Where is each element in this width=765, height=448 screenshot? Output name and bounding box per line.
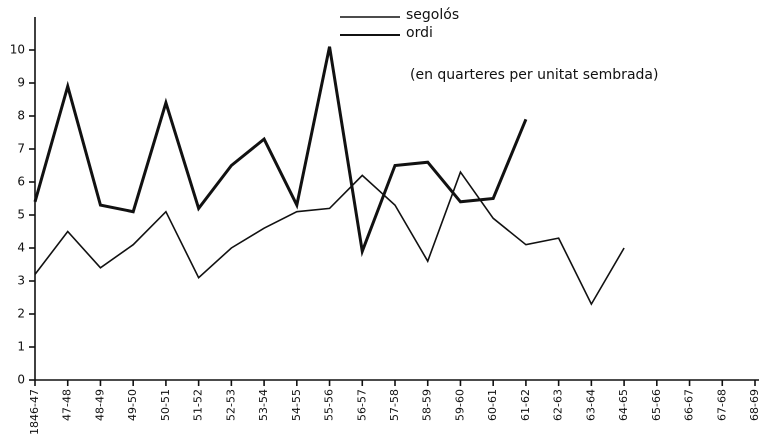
x-tick-label: 66-67 — [683, 389, 696, 421]
y-tick-label: 5 — [17, 208, 25, 222]
x-tick-label: 65-66 — [650, 389, 663, 421]
annotation: (en quarteres per unitat sembrada) — [410, 67, 658, 83]
x-tick-label: 60-61 — [486, 389, 499, 421]
y-tick-label: 6 — [17, 175, 25, 189]
y-tick-label: 0 — [17, 373, 25, 387]
y-tick-label: 8 — [17, 109, 25, 123]
x-tick-label: 61-62 — [519, 389, 532, 421]
x-tick-label: 47-48 — [61, 389, 74, 421]
x-tick-label: 54-55 — [290, 389, 303, 421]
x-tick-label: 62-63 — [552, 389, 565, 421]
series-line — [34, 170, 625, 306]
y-tick-label: 3 — [17, 274, 25, 288]
x-tick-label: 57-58 — [388, 389, 401, 421]
x-tick-label: 52-53 — [224, 389, 237, 421]
y-tick-label: 7 — [17, 142, 25, 156]
y-tick-label: 1 — [17, 340, 25, 354]
x-tick-label: 63-64 — [584, 389, 597, 421]
x-tick-label: 1846-47 — [28, 389, 41, 435]
x-tick-label: 67-68 — [715, 389, 728, 421]
x-tick-label: 51-52 — [192, 389, 205, 421]
x-tick-label: 48-49 — [93, 389, 106, 421]
y-tick-label: 2 — [17, 307, 25, 321]
y-tick-label: 9 — [17, 76, 25, 90]
x-tick-label: 68-69 — [748, 389, 761, 421]
y-tick-label: 10 — [10, 43, 25, 57]
x-tick-label: 56-57 — [355, 389, 368, 421]
legend-label: segolós — [406, 7, 459, 23]
x-tick-label: 64-65 — [617, 389, 630, 421]
series-line — [33, 46, 528, 258]
x-tick-label: 58-59 — [421, 389, 434, 421]
legend-label: ordi — [406, 25, 433, 41]
y-tick-label: 4 — [17, 241, 25, 255]
x-tick-label: 50-51 — [159, 389, 172, 421]
x-tick-label: 49-50 — [126, 389, 139, 421]
x-tick-label: 59-60 — [453, 389, 466, 421]
x-tick-label: 53-54 — [257, 389, 270, 421]
x-tick-label: 55-56 — [323, 389, 336, 421]
